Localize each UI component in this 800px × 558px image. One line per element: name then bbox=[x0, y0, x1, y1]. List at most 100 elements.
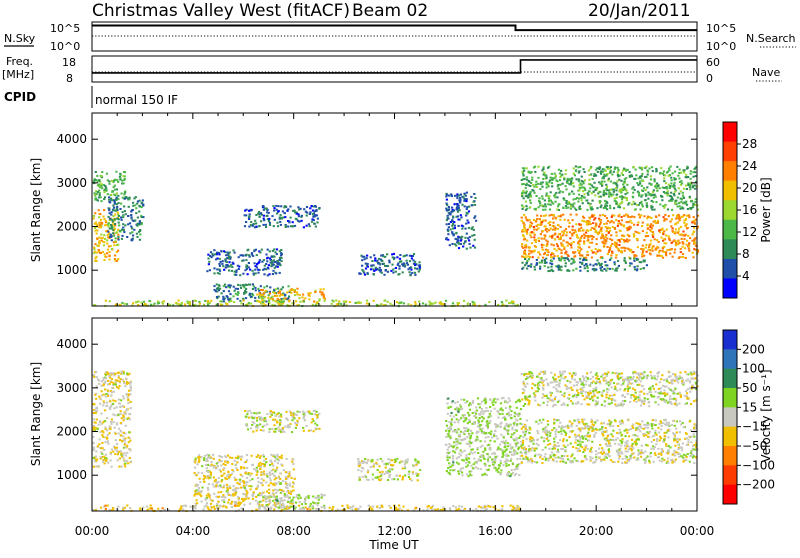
data-cell bbox=[390, 270, 392, 272]
data-cell bbox=[587, 192, 589, 194]
data-cell bbox=[584, 187, 586, 189]
data-cell bbox=[294, 413, 296, 415]
data-cell bbox=[419, 469, 421, 471]
data-cell bbox=[554, 233, 556, 235]
data-cell bbox=[546, 192, 548, 194]
data-cell bbox=[621, 219, 623, 221]
data-cell bbox=[279, 272, 281, 274]
data-cell bbox=[673, 182, 675, 184]
data-cell bbox=[249, 503, 251, 505]
data-cell bbox=[288, 475, 290, 477]
data-cell bbox=[588, 179, 590, 181]
data-cell bbox=[620, 251, 622, 253]
data-cell bbox=[221, 480, 223, 482]
data-cell bbox=[530, 191, 532, 193]
data-cell bbox=[588, 246, 590, 248]
data-cell bbox=[408, 471, 410, 473]
data-cell bbox=[218, 491, 220, 493]
data-cell bbox=[466, 192, 468, 194]
data-cell bbox=[461, 228, 463, 230]
data-cell bbox=[633, 201, 635, 203]
data-cell bbox=[460, 194, 462, 196]
data-cell bbox=[497, 471, 499, 473]
data-cell bbox=[665, 254, 667, 256]
data-cell bbox=[461, 225, 463, 227]
data-cell bbox=[201, 456, 203, 458]
data-cell bbox=[508, 397, 510, 399]
data-cell bbox=[302, 411, 304, 413]
data-cell bbox=[537, 224, 539, 226]
data-cell bbox=[539, 204, 541, 206]
data-cell bbox=[245, 266, 247, 268]
data-cell bbox=[455, 238, 457, 240]
data-cell bbox=[203, 481, 205, 483]
data-cell bbox=[274, 471, 276, 473]
data-cell bbox=[621, 238, 623, 240]
data-cell bbox=[562, 214, 564, 216]
data-cell bbox=[279, 456, 281, 458]
data-cell bbox=[541, 238, 543, 240]
data-cell bbox=[244, 225, 246, 227]
data-cell bbox=[522, 267, 524, 269]
data-cell bbox=[272, 270, 274, 272]
data-cell bbox=[130, 214, 132, 216]
data-cell bbox=[528, 171, 530, 173]
beam-label: Beam 02 bbox=[352, 1, 428, 21]
data-cell bbox=[601, 257, 603, 259]
data-cell bbox=[110, 234, 112, 236]
data-cell bbox=[373, 300, 375, 302]
data-cell bbox=[226, 261, 228, 263]
data-cell bbox=[296, 291, 298, 293]
data-cell bbox=[449, 469, 451, 471]
data-cell bbox=[633, 166, 635, 168]
data-cell bbox=[320, 288, 322, 290]
data-cell bbox=[583, 193, 585, 195]
data-cell bbox=[650, 183, 652, 185]
data-cell bbox=[240, 474, 242, 476]
data-cell bbox=[534, 266, 536, 268]
data-cell bbox=[214, 253, 216, 255]
data-cell bbox=[602, 241, 604, 243]
data-cell bbox=[123, 193, 125, 195]
data-cell bbox=[547, 167, 549, 169]
data-cell bbox=[446, 223, 448, 225]
data-cell bbox=[672, 230, 674, 232]
data-cell bbox=[616, 194, 618, 196]
data-cell bbox=[545, 175, 547, 177]
data-cell bbox=[102, 216, 104, 218]
data-cell bbox=[383, 463, 385, 465]
data-cell bbox=[550, 256, 552, 258]
data-cell bbox=[672, 227, 674, 229]
data-cell bbox=[268, 489, 270, 491]
data-cell bbox=[589, 264, 591, 266]
data-cell bbox=[306, 215, 308, 217]
data-cell bbox=[677, 206, 679, 208]
data-cell bbox=[682, 256, 684, 258]
data-cell bbox=[100, 200, 102, 202]
data-cell bbox=[640, 268, 642, 270]
nave-bottom-tick: 0 bbox=[706, 72, 713, 85]
data-cell bbox=[276, 248, 278, 250]
freq-strip: Freq. [MHz] 18 8 60 0 Nave bbox=[2, 55, 782, 85]
data-cell bbox=[262, 294, 264, 296]
data-cell bbox=[563, 257, 565, 259]
data-cell bbox=[125, 446, 127, 448]
data-cell bbox=[237, 284, 239, 286]
data-cell bbox=[246, 413, 248, 415]
data-cell bbox=[663, 220, 665, 222]
data-cell bbox=[285, 481, 287, 483]
data-cell bbox=[473, 201, 475, 203]
data-cell bbox=[541, 186, 543, 188]
data-cell bbox=[207, 457, 209, 459]
data-cell bbox=[361, 259, 363, 261]
data-cell bbox=[112, 399, 114, 401]
data-cell bbox=[272, 465, 274, 467]
data-cell bbox=[637, 265, 639, 267]
data-cell bbox=[595, 248, 597, 250]
data-cell bbox=[587, 202, 589, 204]
data-cell bbox=[647, 174, 649, 176]
data-cell bbox=[484, 463, 486, 465]
data-cell bbox=[120, 203, 122, 205]
data-cell bbox=[255, 500, 257, 502]
